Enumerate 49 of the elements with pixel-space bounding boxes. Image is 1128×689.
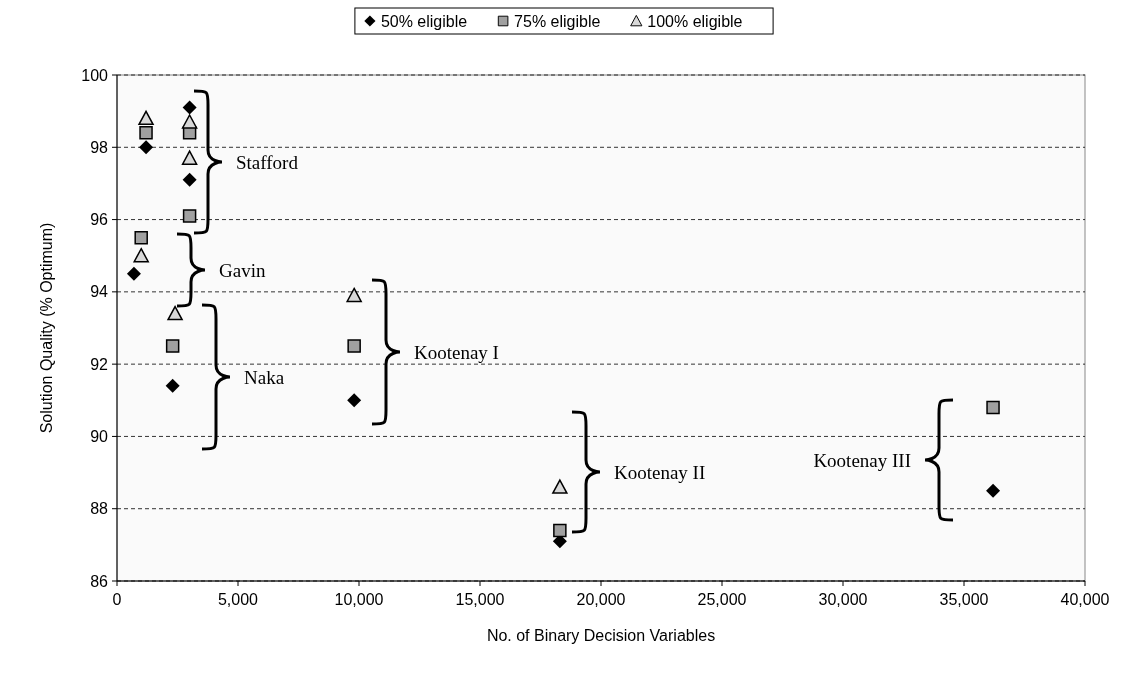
point bbox=[165, 378, 180, 393]
y-tick-label: 88 bbox=[90, 500, 109, 518]
annotation: Gavin bbox=[219, 259, 266, 281]
legend-label: 50% eligible bbox=[380, 12, 468, 30]
point bbox=[553, 523, 567, 538]
point bbox=[986, 483, 1001, 498]
point bbox=[126, 266, 141, 281]
legend-label: 75% eligible bbox=[514, 12, 601, 30]
point bbox=[182, 172, 197, 187]
point bbox=[139, 126, 153, 140]
point bbox=[182, 100, 197, 115]
point bbox=[552, 479, 568, 494]
point bbox=[139, 140, 154, 155]
point bbox=[181, 150, 198, 165]
y-axis-title: Solution Quality (% Optimum) bbox=[38, 222, 55, 434]
x-axis-title: No. of Binary Decision Variables bbox=[486, 627, 716, 644]
legend-label: 100% eligible bbox=[647, 12, 743, 30]
point bbox=[182, 209, 197, 223]
x-tick-label: 0 bbox=[112, 591, 122, 608]
point bbox=[138, 110, 154, 126]
annotation: Kootenay I bbox=[414, 341, 499, 363]
y-tick-label: 92 bbox=[90, 355, 109, 373]
y-tick-label: 90 bbox=[90, 428, 109, 446]
annotation: Stafford bbox=[236, 151, 299, 173]
annotation: Kootenay II bbox=[614, 461, 706, 483]
y-tick-label: 86 bbox=[90, 572, 109, 590]
point bbox=[134, 230, 148, 245]
point bbox=[986, 400, 1000, 415]
point bbox=[346, 287, 362, 303]
x-tick-label: 25,000 bbox=[697, 591, 747, 608]
x-tick-label: 40,000 bbox=[1060, 591, 1110, 608]
point bbox=[181, 114, 198, 129]
y-tick-label: 100 bbox=[81, 66, 109, 84]
y-tick-label: 98 bbox=[90, 138, 109, 156]
x-tick-label: 15,000 bbox=[455, 591, 505, 608]
point bbox=[165, 339, 180, 353]
point bbox=[167, 305, 183, 321]
x-tick-label: 5,000 bbox=[217, 591, 259, 608]
x-tick-label: 30,000 bbox=[818, 591, 868, 608]
x-tick-label: 35,000 bbox=[939, 591, 989, 608]
y-tick-label: 96 bbox=[90, 211, 109, 229]
point bbox=[133, 247, 149, 263]
y-tick-label: 94 bbox=[90, 283, 109, 301]
point bbox=[347, 393, 362, 408]
x-tick-label: 10,000 bbox=[334, 591, 384, 608]
x-tick-label: 20,000 bbox=[576, 591, 626, 608]
point bbox=[347, 339, 361, 353]
annotation: Naka bbox=[244, 366, 285, 388]
annotation: Kootenay III bbox=[813, 449, 911, 471]
